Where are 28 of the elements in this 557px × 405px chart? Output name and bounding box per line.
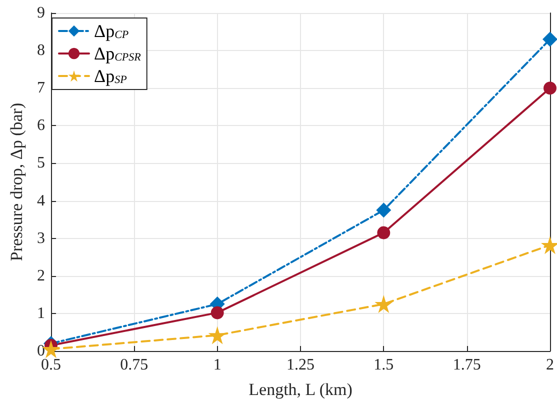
legend-label: ΔpCP bbox=[94, 21, 129, 41]
x-axis-title: Length, L (km) bbox=[248, 380, 352, 399]
y-tick-label: 4 bbox=[37, 192, 45, 210]
x-tick-label: 2 bbox=[546, 356, 554, 374]
y-tick-label: 9 bbox=[37, 4, 45, 22]
y-tick-label: 8 bbox=[37, 42, 45, 60]
x-tick-label: 1.75 bbox=[452, 356, 481, 374]
x-tick-label: 1 bbox=[213, 356, 222, 374]
legend-label: ΔpCPSR bbox=[94, 44, 142, 64]
y-axis-title: Pressure drop, Δp (bar) bbox=[7, 102, 26, 262]
legend-label: ΔpSP bbox=[94, 66, 128, 86]
point bbox=[377, 226, 390, 240]
point bbox=[374, 295, 393, 314]
point bbox=[542, 32, 557, 47]
y-tick-label: 2 bbox=[37, 267, 45, 284]
x-tick-label: 1.25 bbox=[286, 356, 314, 374]
x-tick-label: 1.5 bbox=[374, 356, 394, 374]
y-tick-label: 1 bbox=[37, 304, 45, 322]
y-tick-label: 7 bbox=[37, 80, 45, 97]
point bbox=[376, 202, 392, 218]
y-tick-label: 0 bbox=[37, 342, 45, 360]
point bbox=[544, 82, 556, 95]
y-tick-label: 6 bbox=[37, 117, 45, 134]
y-tick-label: 3 bbox=[37, 230, 45, 247]
y-tick-label: 5 bbox=[37, 154, 45, 172]
point bbox=[210, 306, 224, 320]
x-tick-label: 0.5 bbox=[41, 356, 61, 374]
x-tick-label: 0.75 bbox=[120, 356, 148, 374]
